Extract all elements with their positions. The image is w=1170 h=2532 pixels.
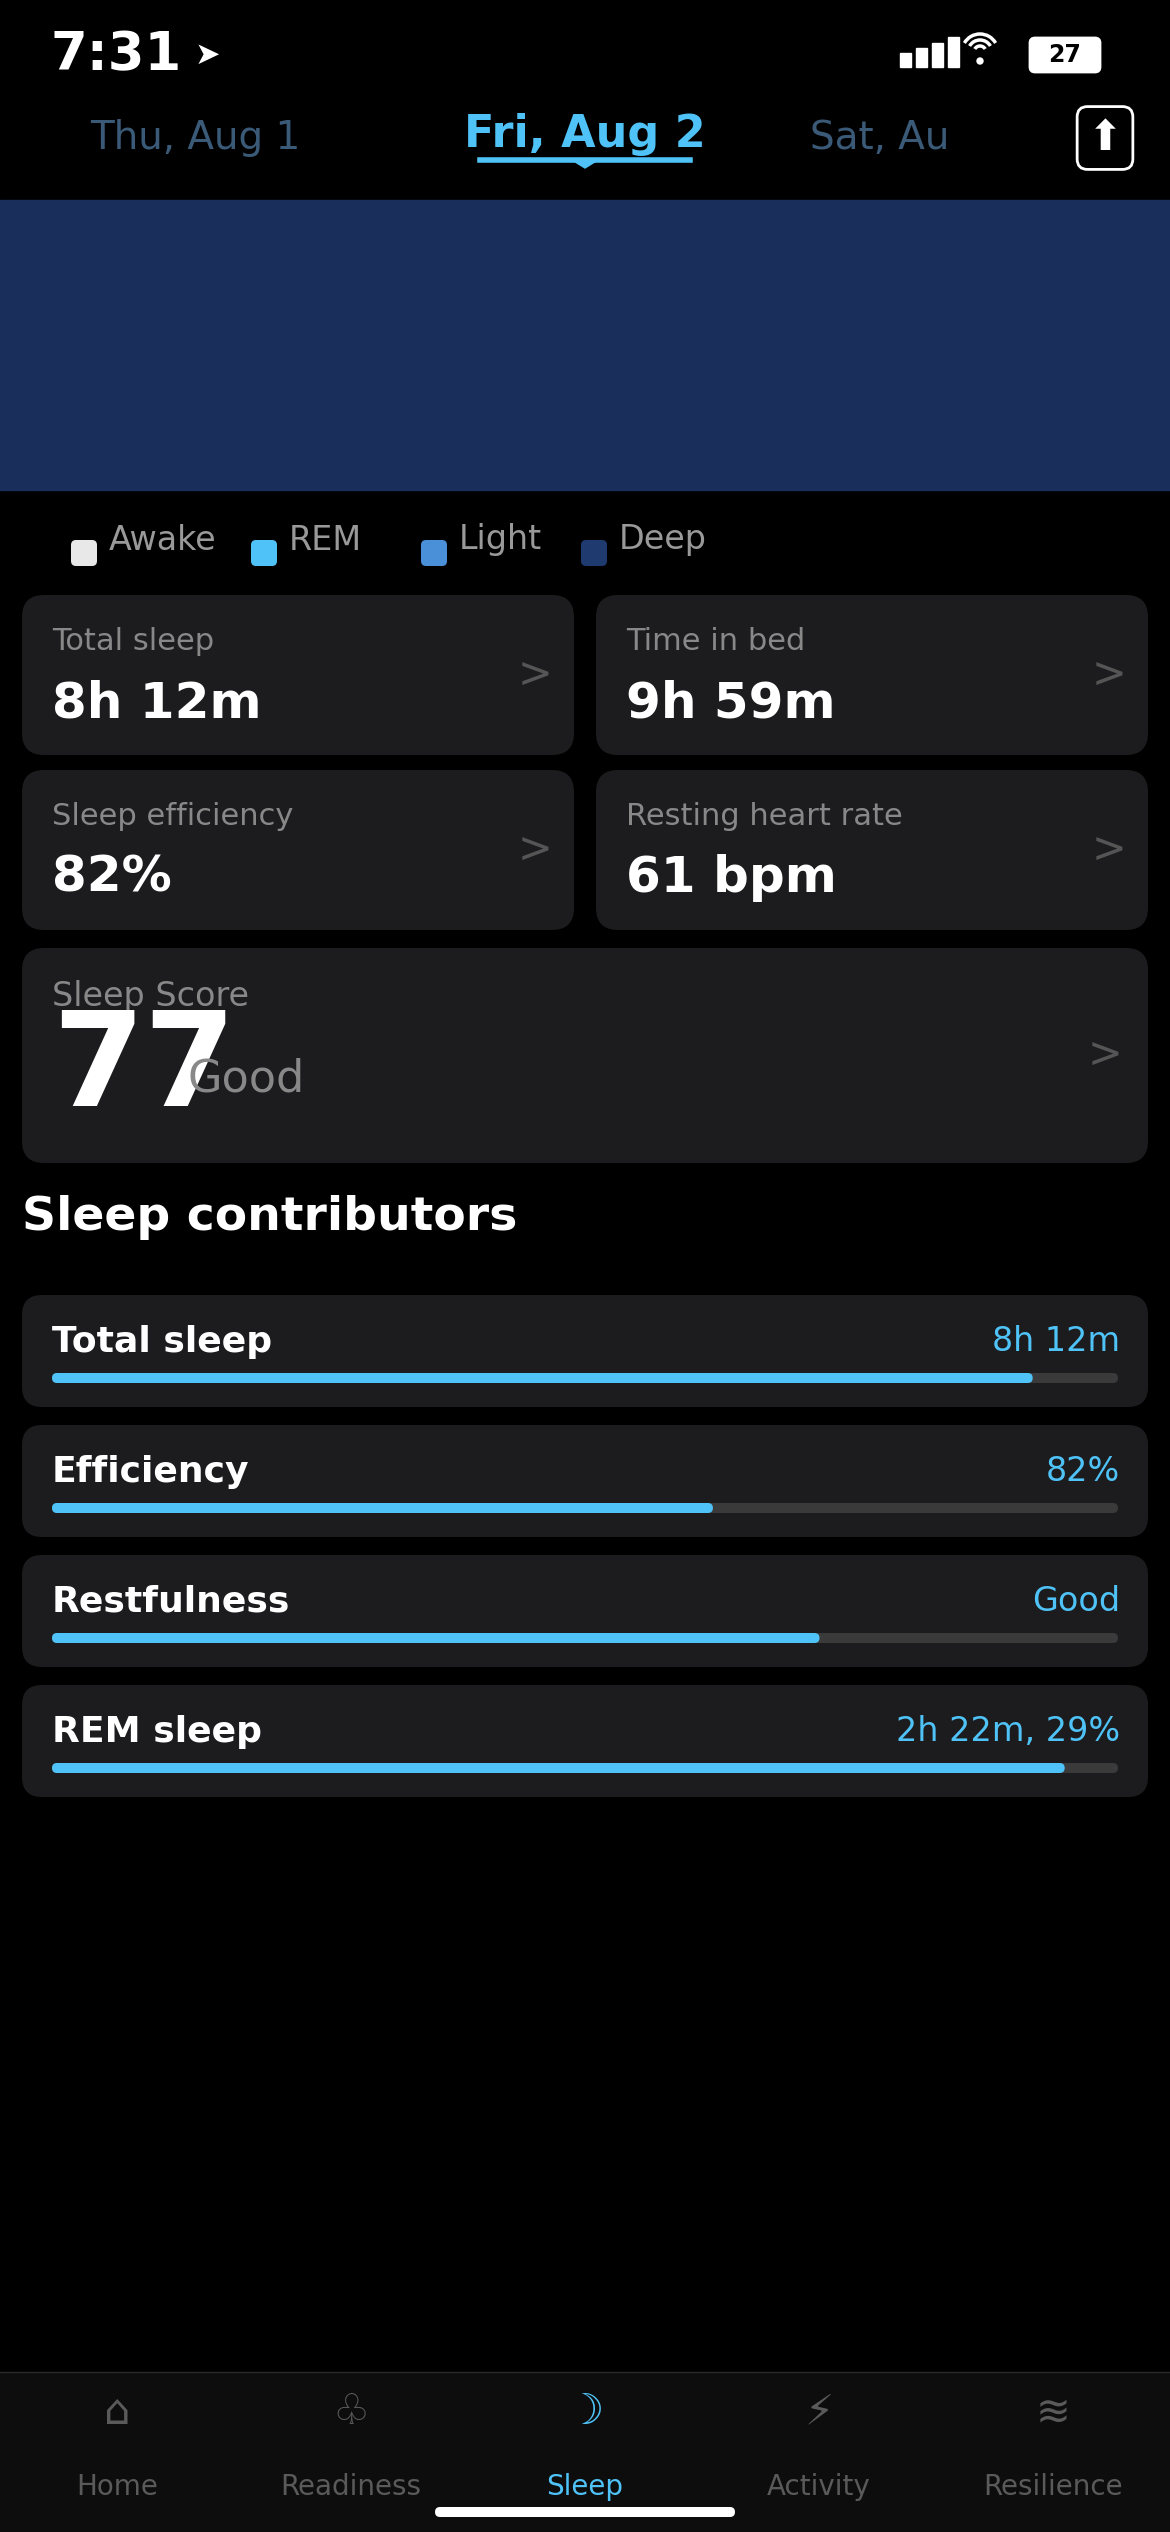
Text: 8h 12m: 8h 12m	[51, 679, 262, 727]
Text: Readiness: Readiness	[281, 2474, 421, 2502]
FancyBboxPatch shape	[51, 1504, 1119, 1514]
FancyBboxPatch shape	[421, 539, 447, 567]
FancyBboxPatch shape	[51, 1762, 1065, 1772]
Text: REM: REM	[289, 524, 363, 557]
Text: Sleep efficiency: Sleep efficiency	[51, 803, 294, 830]
Text: >: >	[1092, 828, 1126, 871]
Bar	[900, 53, 911, 66]
Polygon shape	[572, 160, 598, 167]
FancyBboxPatch shape	[435, 2507, 735, 2517]
FancyBboxPatch shape	[0, 2372, 1170, 2532]
Text: >: >	[517, 653, 552, 696]
Text: 77: 77	[51, 1005, 235, 1132]
FancyBboxPatch shape	[581, 539, 607, 567]
Text: 9h 59m: 9h 59m	[626, 679, 835, 727]
FancyBboxPatch shape	[252, 539, 277, 567]
Text: Total sleep: Total sleep	[51, 628, 214, 656]
Text: Deep: Deep	[619, 524, 707, 557]
FancyBboxPatch shape	[22, 770, 574, 929]
Text: Home: Home	[76, 2474, 158, 2502]
Text: Sleep: Sleep	[546, 2474, 624, 2502]
Text: 82%: 82%	[1046, 1456, 1120, 1489]
Text: Total sleep: Total sleep	[51, 1324, 273, 1360]
Text: >: >	[1092, 653, 1126, 696]
Text: 27: 27	[1048, 43, 1081, 66]
Text: Fri, Aug 2: Fri, Aug 2	[464, 114, 706, 157]
FancyBboxPatch shape	[51, 1633, 819, 1643]
FancyBboxPatch shape	[51, 1372, 1119, 1382]
FancyBboxPatch shape	[596, 770, 1148, 929]
Bar	[932, 43, 943, 66]
Text: Resilience: Resilience	[983, 2474, 1123, 2502]
Text: REM sleep: REM sleep	[51, 1714, 262, 1750]
Text: 82%: 82%	[51, 853, 172, 901]
Text: 61 bpm: 61 bpm	[626, 853, 837, 901]
FancyBboxPatch shape	[51, 1504, 713, 1514]
Text: Light: Light	[459, 524, 542, 557]
Text: 8h 12m: 8h 12m	[992, 1324, 1120, 1357]
Text: 2h 22m, 29%: 2h 22m, 29%	[896, 1714, 1120, 1747]
FancyBboxPatch shape	[22, 1555, 1148, 1666]
Text: Restfulness: Restfulness	[51, 1585, 290, 1618]
FancyBboxPatch shape	[51, 1633, 1119, 1643]
Text: Thu, Aug 1: Thu, Aug 1	[90, 119, 301, 157]
Text: ♧: ♧	[332, 2390, 370, 2433]
Text: Good: Good	[187, 1058, 304, 1101]
Text: >: >	[1088, 1033, 1123, 1076]
Text: Resting heart rate: Resting heart rate	[626, 803, 903, 830]
FancyBboxPatch shape	[22, 947, 1148, 1162]
FancyBboxPatch shape	[596, 595, 1148, 755]
Text: Sleep contributors: Sleep contributors	[22, 1195, 517, 1241]
Text: ⚡: ⚡	[805, 2390, 833, 2433]
FancyBboxPatch shape	[51, 1762, 1119, 1772]
FancyBboxPatch shape	[22, 1684, 1148, 1798]
FancyBboxPatch shape	[51, 1372, 1033, 1382]
FancyBboxPatch shape	[22, 1294, 1148, 1408]
Text: ≋: ≋	[1035, 2390, 1071, 2433]
Text: ⬆: ⬆	[1088, 116, 1122, 160]
Text: Good: Good	[1032, 1585, 1120, 1618]
Circle shape	[977, 58, 983, 63]
Text: ☽: ☽	[566, 2390, 604, 2433]
Text: ➤: ➤	[195, 41, 220, 68]
FancyBboxPatch shape	[1030, 38, 1100, 71]
Text: Sleep Score: Sleep Score	[51, 980, 249, 1013]
Text: Time in bed: Time in bed	[626, 628, 805, 656]
Text: Activity: Activity	[768, 2474, 870, 2502]
Text: 7:31: 7:31	[50, 28, 181, 81]
Bar	[948, 38, 959, 66]
FancyBboxPatch shape	[71, 539, 97, 567]
Text: Awake: Awake	[109, 524, 216, 557]
FancyBboxPatch shape	[22, 1426, 1148, 1537]
Text: >: >	[517, 828, 552, 871]
FancyBboxPatch shape	[22, 595, 574, 755]
Text: Efficiency: Efficiency	[51, 1456, 249, 1489]
Text: ⌂: ⌂	[104, 2390, 130, 2433]
Bar	[916, 48, 927, 66]
Text: Sat, Au: Sat, Au	[811, 119, 950, 157]
